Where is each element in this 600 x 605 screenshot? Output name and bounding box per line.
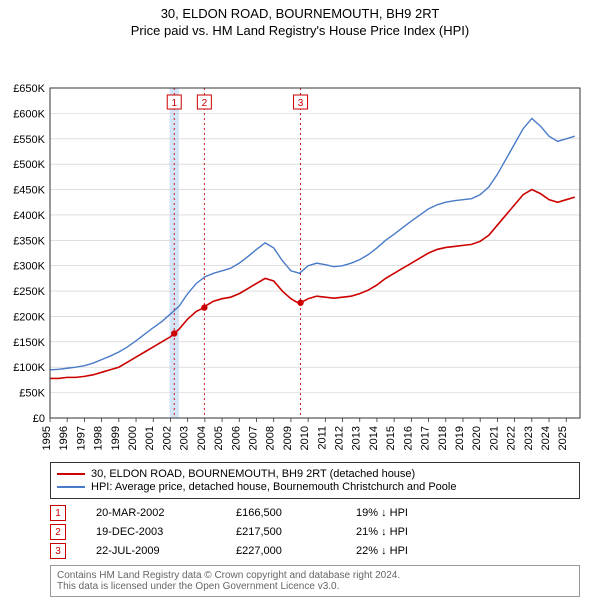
sales-date: 19-DEC-2003 xyxy=(96,526,236,538)
y-tick-label: £150K xyxy=(13,337,45,349)
legend-item: 30, ELDON ROAD, BOURNEMOUTH, BH9 2RT (de… xyxy=(57,468,573,480)
legend-swatch xyxy=(57,486,85,488)
price-chart: £0 £50K £100K £150K £200K £250K £300K £350K £400… xyxy=(0,38,600,458)
sales-marker-box: 2 xyxy=(50,524,66,540)
x-tick-label: 2016 xyxy=(402,426,414,450)
chart-container: 30, ELDON ROAD, BOURNEMOUTH, BH9 2RT Pri… xyxy=(0,0,600,597)
y-tick-label: £650K xyxy=(13,83,45,95)
x-tick-label: 2012 xyxy=(334,426,346,450)
x-tick-label: 2010 xyxy=(299,426,311,450)
x-tick-label: 2018 xyxy=(437,426,449,450)
y-tick-label: £100K xyxy=(13,362,45,374)
y-tick-label: £0 xyxy=(33,413,45,425)
y-tick-label: £200K xyxy=(13,311,45,323)
x-tick-label: 2000 xyxy=(127,426,139,450)
x-tick-label: 2002 xyxy=(161,426,173,450)
x-tick-label: 2011 xyxy=(316,426,328,450)
x-tick-label: 2015 xyxy=(385,426,397,450)
x-tick-label: 2019 xyxy=(454,426,466,450)
sales-row: 1 20-MAR-2002£166,50019% ↓ HPI xyxy=(50,505,580,521)
x-tick-label: 2005 xyxy=(213,426,225,450)
x-tick-label: 2008 xyxy=(265,426,277,450)
sales-price: £217,500 xyxy=(236,526,356,538)
x-tick-label: 2003 xyxy=(179,426,191,450)
title-address: 30, ELDON ROAD, BOURNEMOUTH, BH9 2RT xyxy=(0,6,600,21)
x-tick-label: 2022 xyxy=(506,426,518,450)
x-tick-label: 2007 xyxy=(247,426,259,450)
sale-marker-number: 2 xyxy=(202,98,208,109)
legend-label: HPI: Average price, detached house, Bour… xyxy=(91,481,456,493)
sales-date: 20-MAR-2002 xyxy=(96,507,236,519)
title-subtitle: Price paid vs. HM Land Registry's House … xyxy=(0,23,600,38)
x-tick-label: 2004 xyxy=(196,426,208,450)
x-tick-label: 2014 xyxy=(368,426,380,450)
legend-label: 30, ELDON ROAD, BOURNEMOUTH, BH9 2RT (de… xyxy=(91,468,415,480)
legend-swatch xyxy=(57,473,85,475)
sales-date: 22-JUL-2009 xyxy=(96,545,236,557)
footer-attribution: Contains HM Land Registry data © Crown c… xyxy=(50,565,580,597)
x-tick-label: 2006 xyxy=(230,426,242,450)
y-tick-label: £500K xyxy=(13,159,45,171)
x-tick-label: 2017 xyxy=(420,426,432,450)
y-tick-label: £600K xyxy=(13,108,45,120)
sales-row: 3 22-JUL-2009£227,00022% ↓ HPI xyxy=(50,543,580,559)
x-tick-label: 2025 xyxy=(557,426,569,450)
sales-pct-vs-hpi: 19% ↓ HPI xyxy=(356,507,476,519)
y-tick-label: £250K xyxy=(13,286,45,298)
sales-table: 1 20-MAR-2002£166,50019% ↓ HPI 2 19-DEC-200… xyxy=(50,505,580,559)
x-tick-label: 2001 xyxy=(144,426,156,450)
x-tick-label: 2021 xyxy=(488,426,500,450)
x-tick-label: 2023 xyxy=(523,426,535,450)
x-tick-label: 1997 xyxy=(75,426,87,450)
sales-marker-box: 3 xyxy=(50,543,66,559)
y-tick-label: £300K xyxy=(13,261,45,273)
sale-marker-number: 3 xyxy=(298,98,304,109)
sales-pct-vs-hpi: 21% ↓ HPI xyxy=(356,526,476,538)
y-tick-label: £350K xyxy=(13,235,45,247)
x-tick-label: 2024 xyxy=(540,426,552,450)
y-tick-label: £450K xyxy=(13,185,45,197)
x-tick-label: 2013 xyxy=(351,426,363,450)
sales-row: 2 19-DEC-2003£217,50021% ↓ HPI xyxy=(50,524,580,540)
y-tick-label: £400K xyxy=(13,210,45,222)
x-tick-label: 1999 xyxy=(110,426,122,450)
footer-line1: Contains HM Land Registry data © Crown c… xyxy=(57,570,573,581)
sales-marker-box: 1 xyxy=(50,505,66,521)
x-tick-label: 1998 xyxy=(93,426,105,450)
footer-line2: This data is licensed under the Open Gov… xyxy=(57,581,573,592)
legend-item: HPI: Average price, detached house, Bour… xyxy=(57,481,573,493)
sales-pct-vs-hpi: 22% ↓ HPI xyxy=(356,545,476,557)
x-tick-label: 2020 xyxy=(471,426,483,450)
sales-price: £227,000 xyxy=(236,545,356,557)
x-tick-label: 1995 xyxy=(41,426,53,450)
x-tick-label: 1996 xyxy=(58,426,70,450)
sales-price: £166,500 xyxy=(236,507,356,519)
x-tick-label: 2009 xyxy=(282,426,294,450)
y-tick-label: £50K xyxy=(19,388,45,400)
sale-marker-number: 1 xyxy=(171,98,177,109)
chart-titles: 30, ELDON ROAD, BOURNEMOUTH, BH9 2RT Pri… xyxy=(0,0,600,38)
y-tick-label: £550K xyxy=(13,134,45,146)
legend: 30, ELDON ROAD, BOURNEMOUTH, BH9 2RT (de… xyxy=(50,462,580,499)
